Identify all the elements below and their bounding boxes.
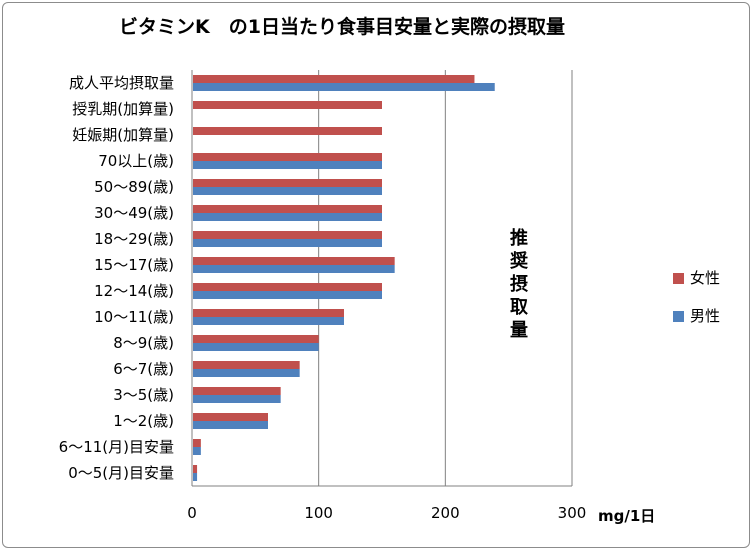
category-label: 8～9(歳): [113, 334, 174, 352]
bar-male: [193, 473, 198, 481]
category-label: 70以上(歳): [98, 152, 174, 170]
gridlines: [191, 70, 573, 487]
annotation-char: 奨: [510, 250, 529, 272]
bar-female: [193, 75, 475, 83]
x-tick-label: 100: [304, 504, 333, 522]
bar-female: [193, 465, 198, 473]
category-label: 妊娠期(加算量): [72, 126, 174, 144]
category-label: 30～49(歳): [94, 204, 174, 222]
category-label: 10～11(歳): [94, 308, 174, 326]
category-label: 12～14(歳): [94, 282, 174, 300]
bar-male: [193, 83, 495, 91]
bar-male: [193, 395, 281, 403]
bar-female: [193, 309, 344, 317]
x-tick-labels: 0 100 200 300: [187, 504, 586, 522]
bar-male: [193, 421, 268, 429]
bar-female: [193, 335, 319, 343]
bar-male: [193, 291, 382, 299]
bar-female: [193, 101, 382, 109]
x-axis-unit: mg/1日: [598, 507, 655, 525]
legend-label: 男性: [690, 307, 720, 325]
bar-male: [193, 265, 395, 273]
bar-male: [193, 369, 300, 377]
bar-male: [193, 343, 319, 351]
bar-female: [193, 413, 268, 421]
category-label: 18～29(歳): [94, 230, 174, 248]
bar-male: [193, 447, 201, 455]
bar-female: [193, 127, 382, 135]
bar-female: [193, 439, 201, 447]
legend-swatch: [673, 273, 684, 284]
legend-swatch: [673, 311, 684, 322]
x-tick-label: 0: [187, 504, 197, 522]
bar-female: [193, 257, 395, 265]
bar-female: [193, 361, 300, 369]
annotation-char: 量: [510, 319, 528, 341]
annotation-char: 推: [510, 227, 528, 249]
x-tick-label: 200: [431, 504, 460, 522]
x-tick-label: 300: [558, 504, 587, 522]
bar-male: [193, 187, 382, 195]
bar-female: [193, 205, 382, 213]
bar-female: [193, 179, 382, 187]
annotation-char: 摂: [510, 273, 528, 295]
category-label: 6～7(歳): [113, 360, 174, 378]
category-label: 1～2(歳): [113, 412, 174, 430]
category-label: 6～11(月)目安量: [59, 438, 174, 456]
bar-male: [193, 161, 382, 169]
category-label: 3～5(歳): [113, 386, 174, 404]
category-label: 成人平均摂取量: [69, 74, 174, 92]
bar-male: [193, 239, 382, 247]
category-label: 授乳期(加算量): [72, 100, 174, 118]
bar-female: [193, 283, 382, 291]
legend-label: 女性: [690, 269, 720, 287]
bar-female: [193, 153, 382, 161]
bars: [193, 75, 495, 481]
chart-title: ビタミンK の1日当たり食事目安量と実際の摂取量: [119, 15, 565, 38]
category-label: 50～89(歳): [94, 178, 174, 196]
bar-male: [193, 213, 382, 221]
category-label: 15～17(歳): [94, 256, 174, 274]
bar-male: [193, 317, 344, 325]
annotation-char: 取: [510, 297, 529, 318]
bar-female: [193, 231, 382, 239]
bar-female: [193, 387, 281, 395]
category-label: 0～5(月)目安量: [68, 464, 174, 482]
